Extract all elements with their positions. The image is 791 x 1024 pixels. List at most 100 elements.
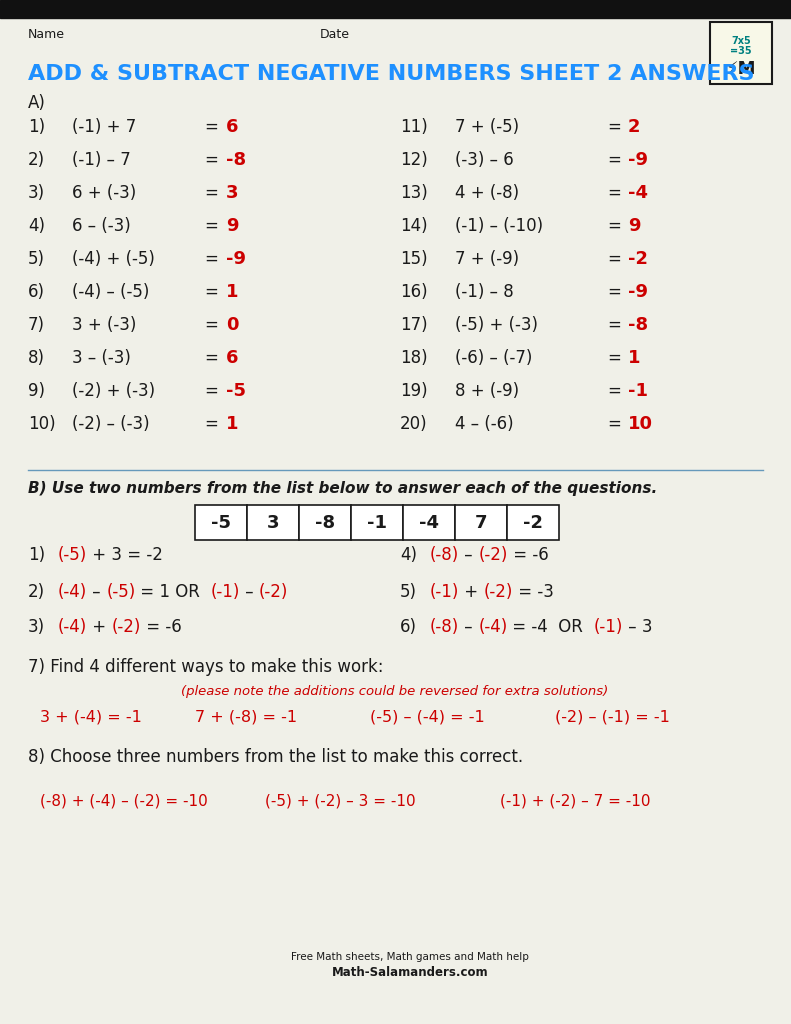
Text: =: = — [608, 349, 627, 367]
Text: 6 + (-3): 6 + (-3) — [72, 184, 136, 202]
Text: 2: 2 — [628, 118, 641, 136]
Text: 4): 4) — [28, 217, 45, 234]
Text: (-2) – (-1) = -1: (-2) – (-1) = -1 — [555, 710, 670, 725]
Bar — [710, 22, 772, 84]
Text: 3): 3) — [28, 618, 45, 636]
Text: +: + — [87, 618, 112, 636]
Text: =: = — [608, 283, 627, 301]
Text: =: = — [205, 217, 224, 234]
Text: 4): 4) — [400, 546, 417, 564]
Text: (-3) – 6: (-3) – 6 — [455, 151, 513, 169]
Text: (-1) + (-2) – 7 = -10: (-1) + (-2) – 7 = -10 — [500, 793, 650, 808]
Text: =: = — [608, 382, 627, 400]
Text: =: = — [205, 349, 224, 367]
Text: (-6) – (-7): (-6) – (-7) — [455, 349, 532, 367]
Text: 6 – (-3): 6 – (-3) — [72, 217, 131, 234]
Text: (-1) – (-10): (-1) – (-10) — [455, 217, 543, 234]
Text: Free Math sheets, Math games and Math help: Free Math sheets, Math games and Math he… — [291, 952, 529, 962]
Text: 8) Choose three numbers from the list to make this correct.: 8) Choose three numbers from the list to… — [28, 748, 523, 766]
Text: (-1) – 8: (-1) – 8 — [455, 283, 513, 301]
Text: 3 + (-3): 3 + (-3) — [72, 316, 136, 334]
Text: -9: -9 — [226, 250, 246, 268]
Text: (-1) – 7: (-1) – 7 — [72, 151, 131, 169]
Text: (-8): (-8) — [430, 618, 460, 636]
Text: =: = — [205, 184, 224, 202]
Text: =: = — [608, 184, 627, 202]
Text: 14): 14) — [400, 217, 428, 234]
Text: ⚡M: ⚡M — [726, 60, 756, 78]
Text: -1: -1 — [367, 513, 387, 531]
Text: = -3: = -3 — [513, 583, 554, 601]
Text: = -6: = -6 — [508, 546, 548, 564]
Text: 4 + (-8): 4 + (-8) — [455, 184, 519, 202]
Text: 3: 3 — [267, 513, 279, 531]
Text: – 3: – 3 — [623, 618, 653, 636]
Text: (-2): (-2) — [112, 618, 141, 636]
Text: 15): 15) — [400, 250, 428, 268]
Text: 2): 2) — [28, 151, 45, 169]
Text: B) Use two numbers from the list below to answer each of the questions.: B) Use two numbers from the list below t… — [28, 481, 657, 496]
Text: –: – — [460, 546, 478, 564]
Text: 8 + (-9): 8 + (-9) — [455, 382, 519, 400]
Text: -4: -4 — [628, 184, 648, 202]
Text: (-4) – (-5): (-4) – (-5) — [72, 283, 149, 301]
Text: 7 + (-8) = -1: 7 + (-8) = -1 — [195, 710, 297, 725]
Text: 7 + (-5): 7 + (-5) — [455, 118, 519, 136]
Text: = 1 OR: = 1 OR — [135, 583, 210, 601]
Text: 20): 20) — [400, 415, 428, 433]
Text: + 3 = -2: + 3 = -2 — [87, 546, 163, 564]
Text: -2: -2 — [523, 513, 543, 531]
Text: 6): 6) — [28, 283, 45, 301]
Text: -8: -8 — [628, 316, 648, 334]
Text: =: = — [608, 151, 627, 169]
Text: 7 + (-9): 7 + (-9) — [455, 250, 519, 268]
Text: (-5): (-5) — [58, 546, 87, 564]
Text: (-5) – (-4) = -1: (-5) – (-4) = -1 — [370, 710, 485, 725]
Text: 3): 3) — [28, 184, 45, 202]
Text: =: = — [205, 250, 224, 268]
Text: 2): 2) — [28, 583, 45, 601]
Text: (-4): (-4) — [58, 583, 87, 601]
Text: 13): 13) — [400, 184, 428, 202]
Text: = -6: = -6 — [141, 618, 182, 636]
Text: 10): 10) — [28, 415, 55, 433]
Text: 11): 11) — [400, 118, 428, 136]
Text: =: = — [205, 151, 224, 169]
Text: 3 + (-4) = -1: 3 + (-4) = -1 — [40, 710, 142, 725]
Text: -2: -2 — [628, 250, 648, 268]
Text: =: = — [205, 283, 224, 301]
Bar — [403, 505, 455, 540]
Bar — [0, 0, 791, 18]
Text: =35: =35 — [730, 46, 751, 56]
Text: 1: 1 — [226, 283, 239, 301]
Text: -4: -4 — [419, 513, 439, 531]
Text: 7) Find 4 different ways to make this work:: 7) Find 4 different ways to make this wo… — [28, 658, 384, 676]
Text: (-5) + (-3): (-5) + (-3) — [455, 316, 538, 334]
Text: 10: 10 — [628, 415, 653, 433]
Bar — [299, 505, 351, 540]
Text: 9): 9) — [28, 382, 45, 400]
Text: =: = — [205, 316, 224, 334]
Text: +: + — [460, 583, 484, 601]
Text: ADD & SUBTRACT NEGATIVE NUMBERS SHEET 2 ANSWERS: ADD & SUBTRACT NEGATIVE NUMBERS SHEET 2 … — [28, 63, 755, 84]
Text: A): A) — [28, 94, 46, 112]
Text: 7): 7) — [28, 316, 45, 334]
Text: = -4  OR: = -4 OR — [507, 618, 594, 636]
Text: (-8) + (-4) – (-2) = -10: (-8) + (-4) – (-2) = -10 — [40, 793, 208, 808]
Text: (-2): (-2) — [259, 583, 289, 601]
Text: -5: -5 — [226, 382, 246, 400]
Text: Name: Name — [28, 28, 65, 41]
Text: (-1): (-1) — [594, 618, 623, 636]
Text: 8): 8) — [28, 349, 45, 367]
Bar — [195, 505, 247, 540]
Text: (-2) – (-3): (-2) – (-3) — [72, 415, 149, 433]
Text: -1: -1 — [628, 382, 648, 400]
Text: -9: -9 — [628, 151, 648, 169]
Text: -5: -5 — [211, 513, 231, 531]
Text: Date: Date — [320, 28, 350, 41]
Text: 1: 1 — [226, 415, 239, 433]
Text: =: = — [608, 118, 627, 136]
Text: (-4) + (-5): (-4) + (-5) — [72, 250, 155, 268]
Text: (-1) + 7: (-1) + 7 — [72, 118, 136, 136]
Bar — [507, 505, 559, 540]
